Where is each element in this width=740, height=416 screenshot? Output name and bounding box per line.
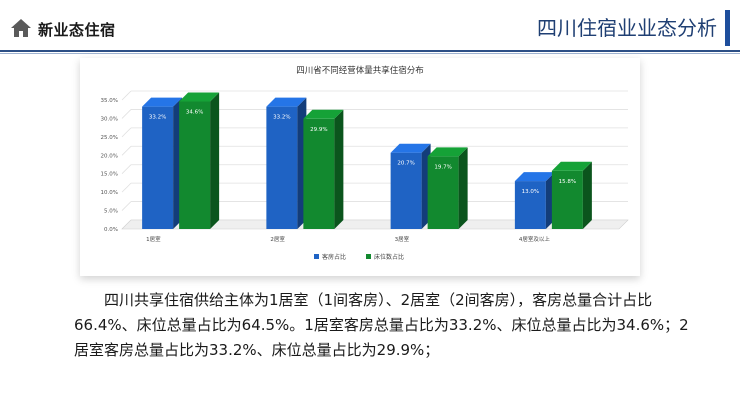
- summary-paragraph: 四川共享住宿供给主体为1居室（1间客房）、2居室（2间客房），客房总量合计占比6…: [74, 288, 694, 363]
- gridline-side: [121, 109, 132, 119]
- bar-top: [303, 109, 344, 119]
- bar-top: [179, 92, 220, 102]
- y-tick-label: 15.0%: [101, 172, 118, 178]
- x-tick-label: 3居室: [395, 235, 410, 243]
- header-rule-thin: [0, 53, 740, 54]
- chart-panel: 四川省不同经营体量共享住宿分布 0.0% 5.0% 10.0% 15.0% 20.0% 25…: [80, 58, 640, 276]
- x-tick-label: 2居室: [270, 235, 285, 243]
- bar-side: [458, 147, 468, 229]
- bar-chart: 四川省不同经营体量共享住宿分布 0.0% 5.0% 10.0% 15.0% 20.0% 25…: [101, 65, 629, 261]
- y-tick-label: 35.0%: [101, 98, 118, 104]
- bar: [390, 152, 422, 229]
- data-label: 34.6%: [186, 109, 203, 115]
- gridline-side: [121, 164, 132, 174]
- bar: [303, 118, 335, 229]
- x-tick-label: 4居室及以上: [519, 235, 550, 243]
- bar-side: [334, 109, 344, 229]
- x-tick-label: 1居室: [146, 235, 161, 243]
- gridline-side: [121, 201, 132, 211]
- slide-title: 四川住宿业业态分析: [525, 10, 730, 46]
- summary-text: 四川共享住宿供给主体为1居室（1间客房）、2居室（2间客房），客房总量合计占比6…: [74, 291, 689, 359]
- gridline-side: [121, 90, 132, 101]
- chart-title: 四川省不同经营体量共享住宿分布: [296, 65, 424, 76]
- y-tick-label: 10.0%: [101, 190, 118, 196]
- bar: [142, 106, 174, 229]
- y-tick-label: 20.0%: [101, 153, 118, 159]
- legend-label: 床位数占比: [374, 253, 404, 261]
- data-label: 20.7%: [397, 161, 414, 167]
- data-label: 15.8%: [559, 179, 576, 185]
- data-label: 29.9%: [310, 127, 327, 133]
- header-rule: [0, 50, 740, 52]
- bar-top: [142, 97, 183, 107]
- y-tick-label: 5.0%: [104, 209, 118, 215]
- bar-top: [390, 143, 431, 153]
- data-label: 33.2%: [273, 115, 290, 121]
- data-label: 13.0%: [522, 189, 539, 195]
- bar-side: [582, 161, 592, 229]
- slide-header: 新业态住宿 四川住宿业业态分析: [0, 0, 740, 58]
- bar-top: [266, 97, 307, 107]
- gridline-side: [121, 127, 132, 138]
- gridline-side: [121, 146, 132, 156]
- legend-label: 客房占比: [322, 253, 346, 261]
- y-tick-label: 25.0%: [101, 135, 118, 141]
- brand-title: 新业态住宿: [38, 21, 116, 39]
- gridline-side: [121, 182, 132, 193]
- bar: [551, 170, 583, 229]
- bar-side: [210, 92, 220, 229]
- bar: [514, 181, 546, 229]
- data-label: 19.7%: [434, 164, 451, 170]
- data-label: 33.2%: [149, 115, 166, 121]
- bar: [179, 101, 211, 229]
- legend-swatch: [314, 254, 319, 259]
- bar-top: [514, 172, 555, 182]
- bar-top: [551, 161, 592, 171]
- bar: [427, 156, 459, 229]
- bar-top: [427, 147, 468, 157]
- y-tick-label: 30.0%: [101, 116, 118, 122]
- home-icon: [11, 19, 31, 37]
- bar: [266, 106, 298, 229]
- y-tick-label: 0.0%: [104, 227, 118, 233]
- legend-swatch: [366, 254, 371, 259]
